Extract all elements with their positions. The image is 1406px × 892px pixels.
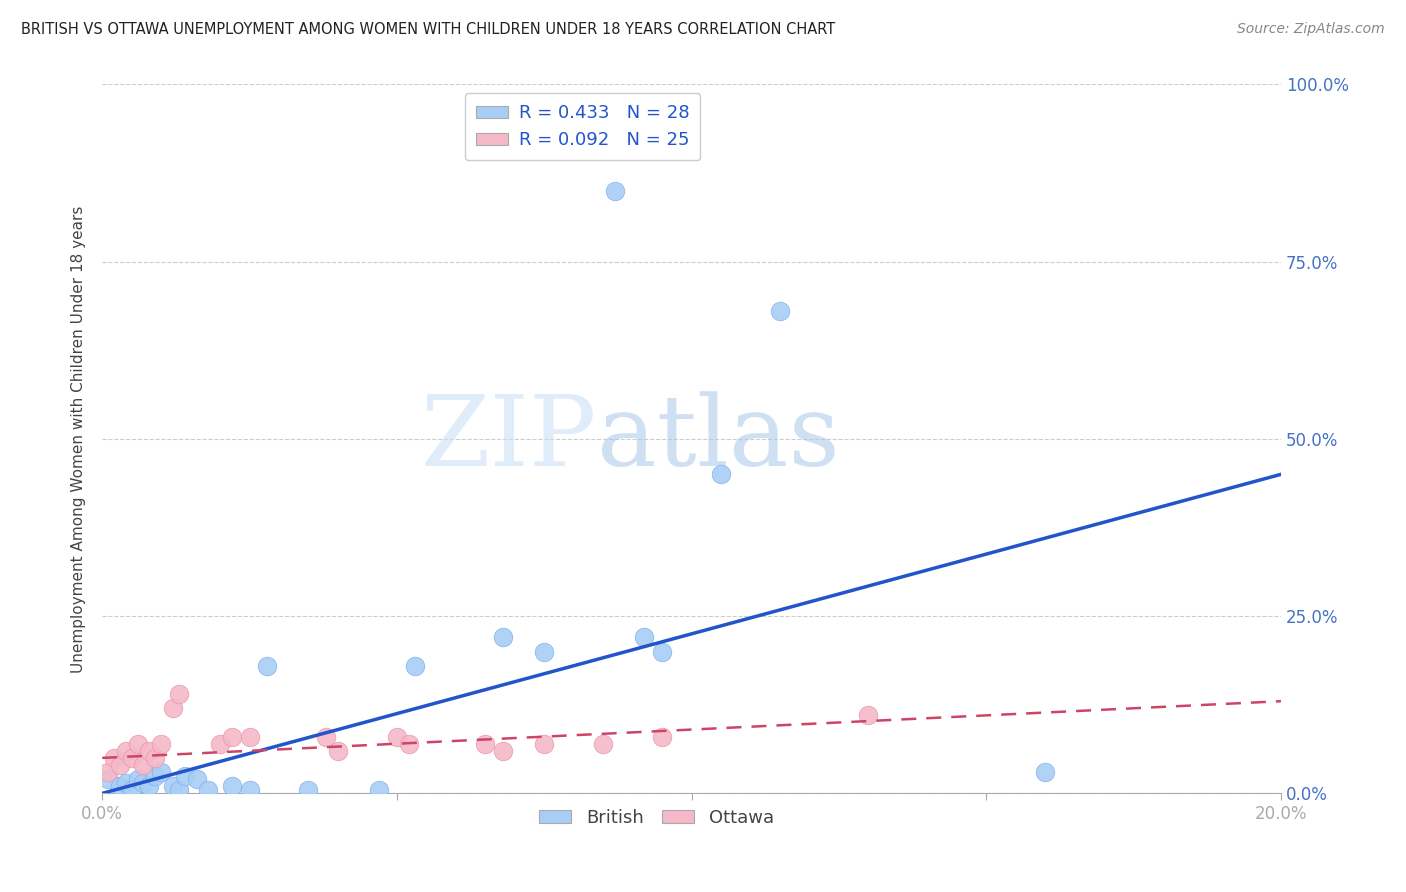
Point — [186, 772, 208, 787]
Point — [150, 737, 173, 751]
Point — [858, 708, 880, 723]
Point — [143, 769, 166, 783]
Point — [474, 737, 496, 751]
Point — [173, 769, 195, 783]
Point — [651, 730, 673, 744]
Point — [1033, 765, 1056, 780]
Text: Source: ZipAtlas.com: Source: ZipAtlas.com — [1237, 22, 1385, 37]
Text: BRITISH VS OTTAWA UNEMPLOYMENT AMONG WOMEN WITH CHILDREN UNDER 18 YEARS CORRELAT: BRITISH VS OTTAWA UNEMPLOYMENT AMONG WOM… — [21, 22, 835, 37]
Point — [108, 758, 131, 772]
Text: ZIP: ZIP — [420, 391, 598, 487]
Point — [97, 765, 120, 780]
Point — [398, 737, 420, 751]
Y-axis label: Unemployment Among Women with Children Under 18 years: Unemployment Among Women with Children U… — [72, 205, 86, 673]
Point — [533, 644, 555, 658]
Point — [114, 775, 136, 789]
Point — [368, 782, 391, 797]
Point — [221, 779, 243, 793]
Point — [103, 751, 125, 765]
Point — [769, 304, 792, 318]
Point — [326, 744, 349, 758]
Point — [121, 782, 143, 797]
Point — [533, 737, 555, 751]
Point — [238, 782, 260, 797]
Point — [114, 744, 136, 758]
Point — [592, 737, 614, 751]
Point — [127, 737, 149, 751]
Point — [138, 744, 160, 758]
Point — [404, 658, 426, 673]
Point — [238, 730, 260, 744]
Point — [221, 730, 243, 744]
Point — [209, 737, 232, 751]
Point — [167, 782, 190, 797]
Point — [603, 184, 626, 198]
Point — [143, 751, 166, 765]
Point — [710, 467, 733, 482]
Legend: British, Ottawa: British, Ottawa — [531, 802, 780, 834]
Point — [121, 751, 143, 765]
Point — [138, 779, 160, 793]
Point — [150, 765, 173, 780]
Point — [162, 701, 184, 715]
Point — [197, 782, 219, 797]
Point — [256, 658, 278, 673]
Point — [315, 730, 337, 744]
Point — [132, 758, 155, 772]
Point — [132, 775, 155, 789]
Point — [108, 779, 131, 793]
Point — [167, 687, 190, 701]
Point — [492, 631, 515, 645]
Point — [127, 772, 149, 787]
Point — [633, 631, 655, 645]
Text: atlas: atlas — [598, 391, 839, 487]
Point — [651, 644, 673, 658]
Point — [162, 779, 184, 793]
Point — [97, 772, 120, 787]
Point — [385, 730, 408, 744]
Point — [297, 782, 319, 797]
Point — [492, 744, 515, 758]
